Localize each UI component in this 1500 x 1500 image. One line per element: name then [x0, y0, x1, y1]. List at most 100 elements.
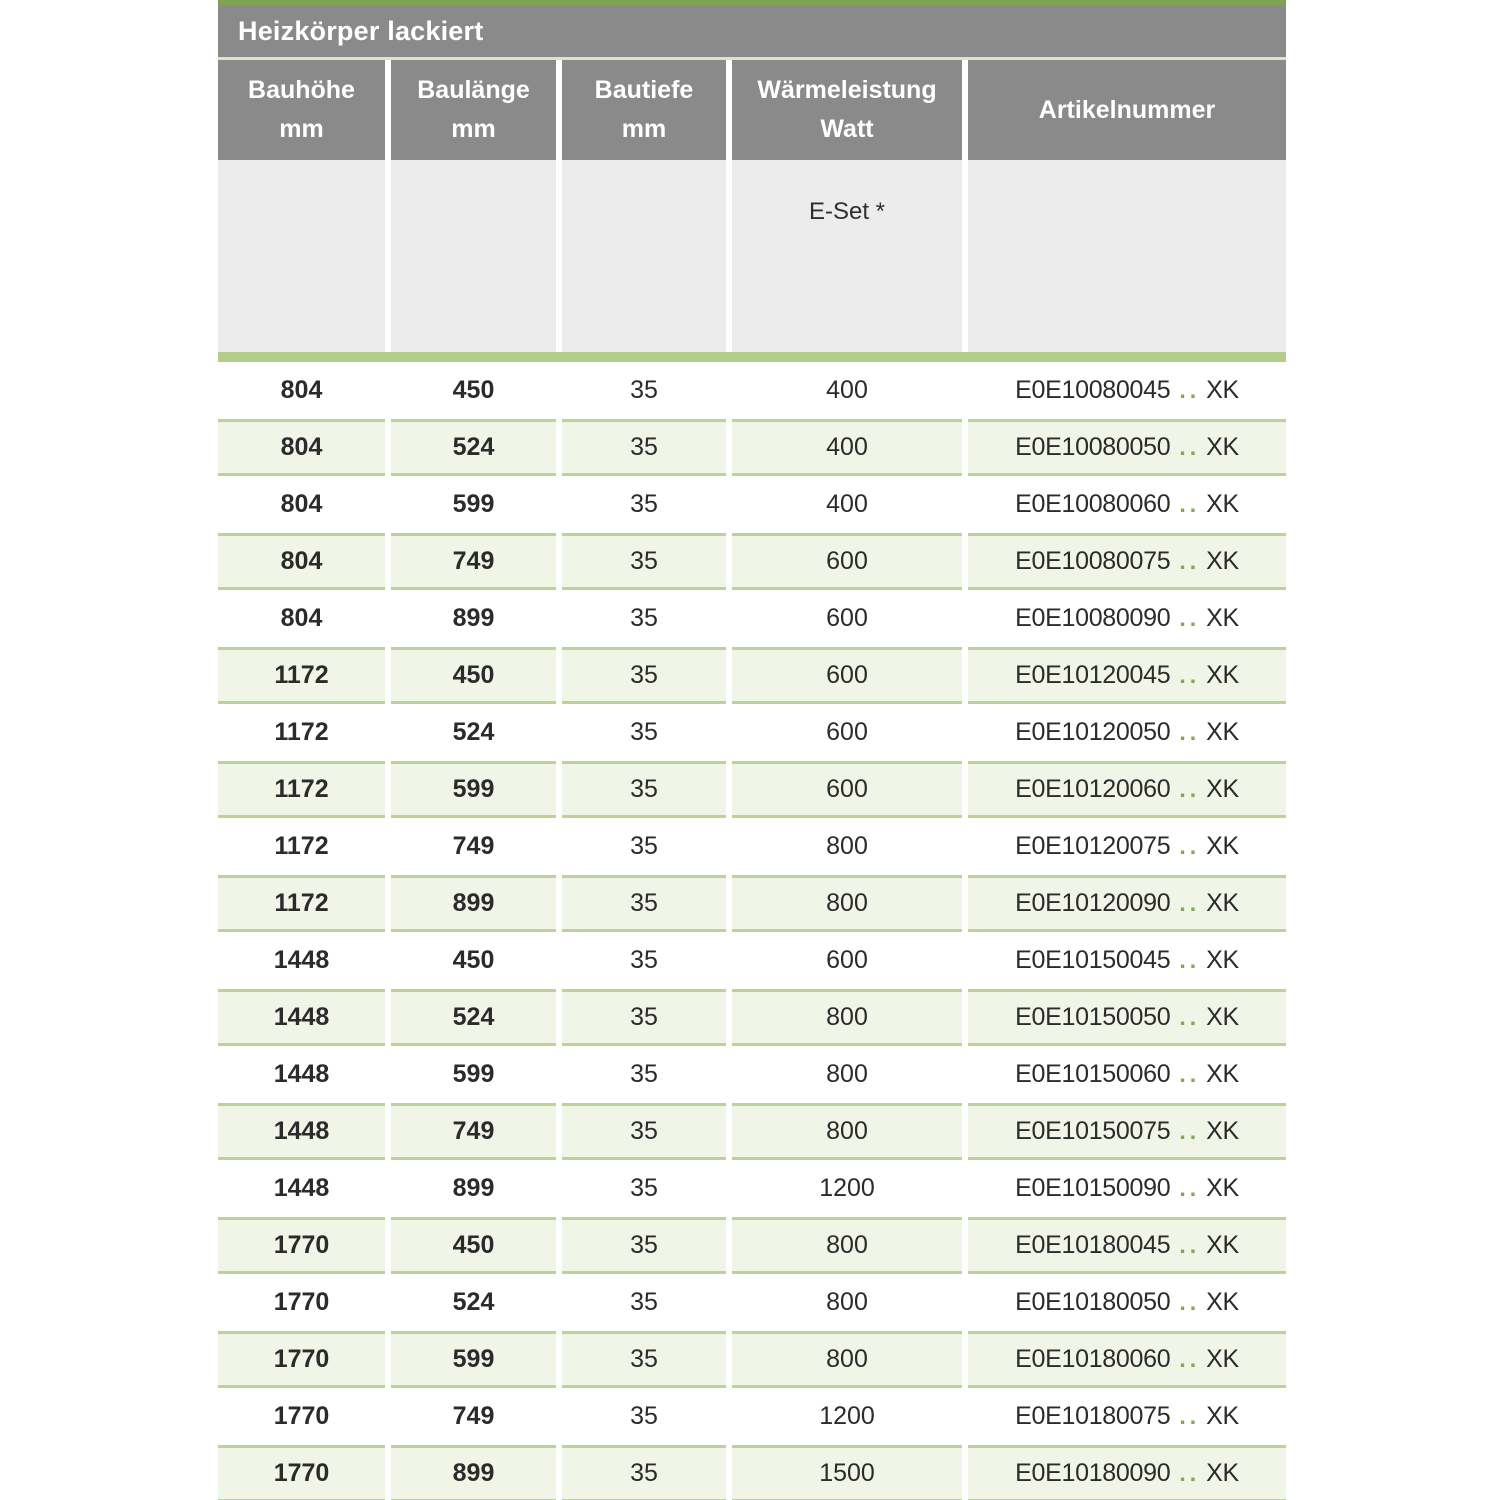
cell-bautiefe: 35	[562, 476, 726, 533]
cell-artikelnummer: E0E10150045 .. XK	[968, 932, 1286, 989]
table-row: 1172 450 35 600 E0E10120045 .. XK	[218, 647, 1286, 704]
artikel-suffix: XK	[1206, 490, 1239, 518]
cell-watt: 800	[732, 818, 962, 875]
cell-bautiefe: 35	[562, 875, 726, 932]
cell-watt: 400	[732, 419, 962, 476]
artikel-placeholder-dots: ..	[1179, 434, 1201, 460]
cell-baulaenge: 899	[391, 875, 556, 932]
cell-baulaenge: 899	[391, 1445, 556, 1500]
artikel-suffix: XK	[1206, 1174, 1239, 1202]
cell-bauhoehe: 1448	[218, 932, 385, 989]
cell-bautiefe: 35	[562, 1046, 726, 1103]
table-row: 1770 599 35 800 E0E10180060 .. XK	[218, 1331, 1286, 1388]
artikel-suffix: XK	[1206, 547, 1239, 575]
cell-bauhoehe: 804	[218, 419, 385, 476]
artikel-placeholder-dots: ..	[1179, 1289, 1201, 1315]
table-row: 1172 599 35 600 E0E10120060 .. XK	[218, 761, 1286, 818]
cell-artikelnummer: E0E10150090 .. XK	[968, 1160, 1286, 1217]
artikel-code: E0E10080050	[1015, 433, 1171, 461]
artikel-placeholder-dots: ..	[1179, 1118, 1201, 1144]
cell-watt: 600	[732, 932, 962, 989]
table-row: 1172 524 35 600 E0E10120050 .. XK	[218, 704, 1286, 761]
table-row: 804 899 35 600 E0E10080090 .. XK	[218, 590, 1286, 647]
artikel-placeholder-dots: ..	[1179, 719, 1201, 745]
artikel-suffix: XK	[1206, 1345, 1239, 1373]
cell-artikelnummer: E0E10080050 .. XK	[968, 419, 1286, 476]
header-row: Bauhöhe mm Baulänge mm Bautiefe mm Wärme…	[218, 60, 1286, 160]
artikel-code: E0E10180045	[1015, 1231, 1171, 1259]
cell-watt: 800	[732, 1331, 962, 1388]
cell-baulaenge: 524	[391, 1274, 556, 1331]
title-divider	[218, 57, 1286, 60]
cell-bautiefe: 35	[562, 647, 726, 704]
cell-bautiefe: 35	[562, 1388, 726, 1445]
cell-artikelnummer: E0E10080045 .. XK	[968, 362, 1286, 419]
cell-artikelnummer: E0E10120045 .. XK	[968, 647, 1286, 704]
artikel-suffix: XK	[1206, 1003, 1239, 1031]
table-row: 804 450 35 400 E0E10080045 .. XK	[218, 362, 1286, 419]
artikel-code: E0E10120090	[1015, 889, 1171, 917]
artikel-suffix: XK	[1206, 1060, 1239, 1088]
artikel-suffix: XK	[1206, 718, 1239, 746]
artikel-suffix: XK	[1206, 1459, 1239, 1487]
cell-bauhoehe: 1172	[218, 875, 385, 932]
table-title: Heizkörper lackiert	[218, 5, 1286, 57]
artikel-suffix: XK	[1206, 1402, 1239, 1430]
table-row: 1770 450 35 800 E0E10180045 .. XK	[218, 1217, 1286, 1274]
table-body: 804 450 35 400 E0E10080045 .. XK 804 524…	[218, 362, 1286, 1500]
cell-watt: 400	[732, 362, 962, 419]
artikel-suffix: XK	[1206, 946, 1239, 974]
cell-bauhoehe: 1770	[218, 1445, 385, 1500]
artikel-code: E0E10150050	[1015, 1003, 1171, 1031]
spec-table: Heizkörper lackiert Bauhöhe mm Baulänge …	[218, 0, 1286, 1500]
cell-watt: 800	[732, 1217, 962, 1274]
cell-bauhoehe: 1172	[218, 761, 385, 818]
top-accent-line	[218, 0, 1286, 5]
cell-baulaenge: 749	[391, 1388, 556, 1445]
cell-artikelnummer: E0E10080090 .. XK	[968, 590, 1286, 647]
cell-bauhoehe: 1172	[218, 647, 385, 704]
cell-artikelnummer: E0E10080060 .. XK	[968, 476, 1286, 533]
cell-bauhoehe: 1172	[218, 704, 385, 761]
cell-bautiefe: 35	[562, 533, 726, 590]
cell-watt: 600	[732, 533, 962, 590]
artikel-code: E0E10180060	[1015, 1345, 1171, 1373]
artikel-placeholder-dots: ..	[1179, 605, 1201, 631]
artikel-code: E0E10180075	[1015, 1402, 1171, 1430]
subheader-cell-bauhoehe	[218, 160, 385, 352]
cell-watt: 800	[732, 1103, 962, 1160]
cell-bautiefe: 35	[562, 1160, 726, 1217]
table-row: 1448 599 35 800 E0E10150060 .. XK	[218, 1046, 1286, 1103]
cell-bauhoehe: 1770	[218, 1274, 385, 1331]
cell-artikelnummer: E0E10150075 .. XK	[968, 1103, 1286, 1160]
header-line2: mm	[451, 115, 496, 143]
artikel-suffix: XK	[1206, 1117, 1239, 1145]
header-line2: Watt	[820, 115, 874, 143]
cell-artikelnummer: E0E10180050 .. XK	[968, 1274, 1286, 1331]
cell-watt: 600	[732, 704, 962, 761]
artikel-placeholder-dots: ..	[1179, 1346, 1201, 1372]
artikel-suffix: XK	[1206, 376, 1239, 404]
cell-bauhoehe: 1448	[218, 1160, 385, 1217]
artikel-placeholder-dots: ..	[1179, 377, 1201, 403]
artikel-suffix: XK	[1206, 775, 1239, 803]
cell-bautiefe: 35	[562, 761, 726, 818]
cell-baulaenge: 599	[391, 761, 556, 818]
artikel-suffix: XK	[1206, 433, 1239, 461]
cell-watt: 1200	[732, 1160, 962, 1217]
cell-watt: 800	[732, 1046, 962, 1103]
artikel-code: E0E10150075	[1015, 1117, 1171, 1145]
cell-bauhoehe: 1172	[218, 818, 385, 875]
artikel-placeholder-dots: ..	[1179, 833, 1201, 859]
table-row: 1770 524 35 800 E0E10180050 .. XK	[218, 1274, 1286, 1331]
cell-bauhoehe: 1770	[218, 1217, 385, 1274]
cell-artikelnummer: E0E10120060 .. XK	[968, 761, 1286, 818]
artikel-placeholder-dots: ..	[1179, 662, 1201, 688]
cell-baulaenge: 450	[391, 932, 556, 989]
artikel-code: E0E10180090	[1015, 1459, 1171, 1487]
cell-bautiefe: 35	[562, 1217, 726, 1274]
cell-bautiefe: 35	[562, 590, 726, 647]
artikel-code: E0E10150045	[1015, 946, 1171, 974]
cell-baulaenge: 450	[391, 362, 556, 419]
